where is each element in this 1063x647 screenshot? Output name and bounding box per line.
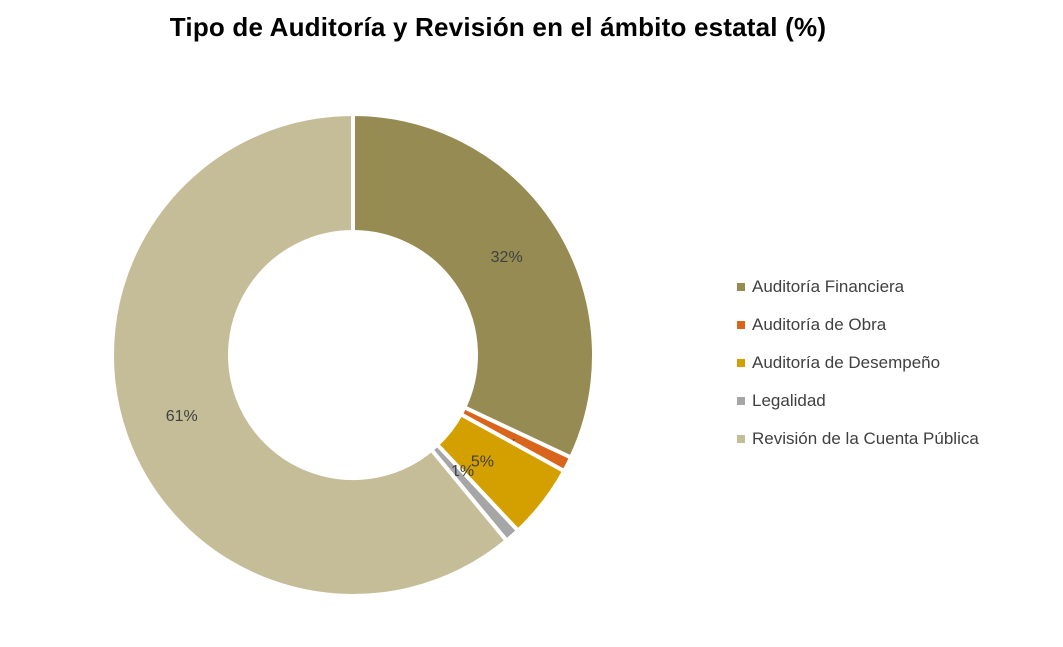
legend-label: Auditoría de Desempeño xyxy=(752,353,941,372)
legend-label: Auditoría Financiera xyxy=(752,277,905,296)
data-label-4: 61% xyxy=(166,408,198,425)
legend-swatch xyxy=(737,397,745,405)
legend-item: Auditoría de Obra xyxy=(737,306,979,344)
chart-legend: Auditoría Financiera Auditoría de Obra Aud… xyxy=(737,268,979,458)
donut-slice-4 xyxy=(110,111,510,598)
legend-swatch xyxy=(737,321,745,329)
legend-label: Revisión de la Cuenta Pública xyxy=(752,429,979,448)
legend-item: Legalidad xyxy=(737,382,979,420)
legend-label: Auditoría de Obra xyxy=(752,315,887,334)
chart-title: Tipo de Auditoría y Revisión en el ámbit… xyxy=(169,12,827,42)
legend-swatch xyxy=(737,435,745,443)
legend-item: Auditoría Financiera xyxy=(737,268,979,306)
legend-swatch xyxy=(737,283,745,291)
donut-slice-0 xyxy=(351,111,596,461)
data-label-0: 32% xyxy=(491,249,523,266)
data-label-3: 1% xyxy=(451,463,474,480)
legend-label: Legalidad xyxy=(752,391,826,410)
legend-item: Auditoría de Desempeño xyxy=(737,344,979,382)
legend-swatch xyxy=(737,359,745,367)
legend-item: Revisión de la Cuenta Pública xyxy=(737,420,979,458)
data-label-2: 5% xyxy=(471,454,494,471)
